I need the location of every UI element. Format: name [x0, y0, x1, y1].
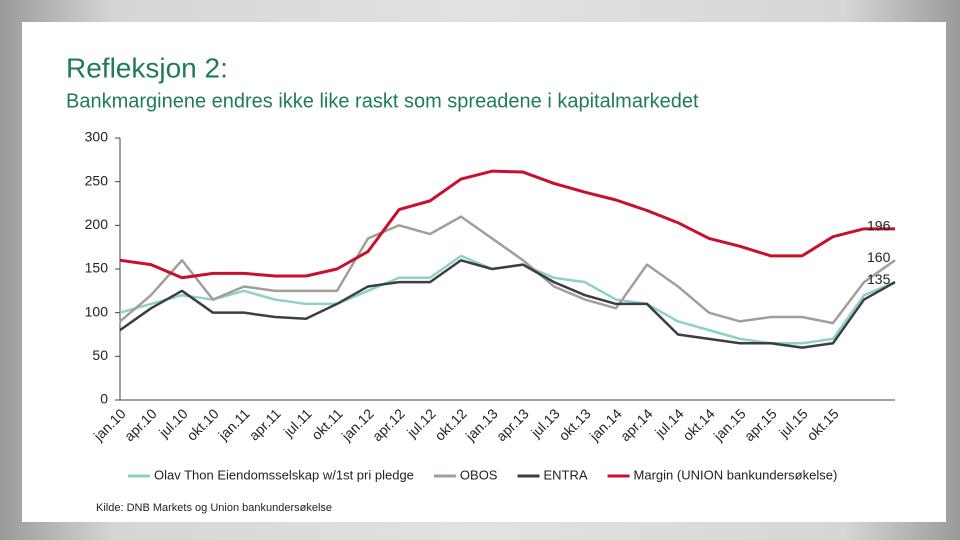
- legend-label: OBOS: [460, 467, 498, 482]
- x-tick-label: apr.11: [246, 405, 284, 443]
- legend-label: ENTRA: [543, 467, 587, 482]
- x-tick-label: jan.15: [710, 405, 749, 444]
- legend-label: Olav Thon Eiendomsselskap w/1st pri pled…: [154, 467, 414, 482]
- x-tick-label: okt.13: [555, 405, 593, 443]
- x-tick-label: apr.12: [369, 405, 408, 444]
- slide: [22, 22, 946, 522]
- chart-title: Refleksjon 2:: [66, 52, 228, 83]
- legend-label: Margin (UNION bankundersøkelse): [634, 467, 838, 482]
- x-tick-label: jan.13: [462, 405, 501, 444]
- x-tick-label: jan.11: [214, 405, 252, 443]
- x-tick-label: apr.13: [493, 405, 532, 444]
- x-tick-label: okt.10: [183, 405, 221, 443]
- line: [119, 169, 895, 280]
- y-tick-label: 50: [92, 347, 108, 363]
- x-tick-label: okt.12: [431, 405, 469, 443]
- end-label: 160: [867, 249, 891, 265]
- y-tick-label: 0: [100, 391, 108, 407]
- chart-subtitle: Bankmarginene endres ikke like raskt som…: [66, 90, 699, 112]
- line: [119, 215, 896, 325]
- x-tick-label: apr.15: [741, 405, 780, 444]
- x-tick-label: okt.11: [308, 405, 346, 443]
- line: [119, 259, 896, 349]
- x-tick-label: apr.10: [121, 405, 160, 444]
- source: Kilde: DNB Markets og Union bankundersøk…: [96, 502, 332, 514]
- y-tick-label: 250: [85, 172, 109, 188]
- line: [119, 254, 896, 345]
- y-tick-label: 100: [85, 303, 109, 319]
- y-tick-label: 150: [85, 260, 109, 276]
- x-tick-label: jan.10: [90, 405, 129, 444]
- end-label: 196: [867, 218, 891, 234]
- y-tick-label: 200: [85, 216, 109, 232]
- x-tick-label: jul.11: [280, 405, 315, 440]
- end-label: 135: [867, 271, 891, 287]
- x-tick-label: jan.12: [338, 405, 377, 444]
- y-tick-label: 300: [85, 129, 109, 145]
- x-tick-label: apr.14: [617, 405, 656, 444]
- x-tick-label: okt.14: [679, 405, 717, 443]
- x-tick-label: okt.15: [803, 405, 841, 443]
- x-tick-label: jan.14: [586, 405, 625, 444]
